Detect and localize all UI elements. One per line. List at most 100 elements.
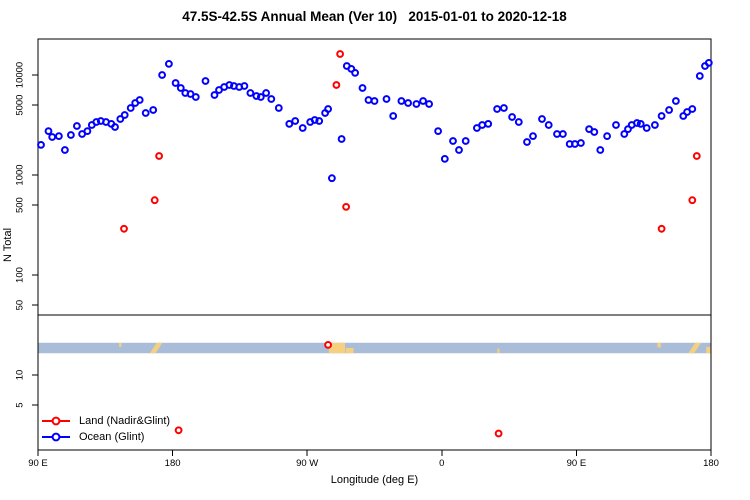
- ocean-data-point: [364, 96, 373, 104]
- ocean-data-point: [559, 130, 567, 138]
- ocean-data-point: [358, 84, 367, 92]
- ocean-data-point: [210, 91, 219, 99]
- ocean-data-point: [44, 127, 53, 136]
- ocean-data-point: [440, 155, 449, 163]
- land-data-point: [324, 341, 333, 349]
- ocean-data-point: [571, 140, 579, 148]
- ocean-data-point: [382, 95, 391, 103]
- y-tick-label: 5: [15, 402, 26, 407]
- ocean-data-point: [135, 96, 144, 104]
- ocean-data-point: [37, 141, 45, 149]
- y-tick-label: 1000: [15, 164, 26, 185]
- land-data-point: [336, 50, 345, 58]
- ocean-data-point: [688, 105, 697, 113]
- land-data-point: [150, 196, 159, 205]
- ocean-data-point: [351, 69, 360, 77]
- ocean-data-point: [83, 127, 92, 136]
- ocean-data-point: [419, 97, 428, 105]
- ocean-data-point: [370, 97, 379, 105]
- ocean-data-point: [246, 89, 255, 97]
- ocean-data-point: [493, 105, 502, 113]
- ocean-data-point: [176, 84, 185, 92]
- ocean-data-point: [633, 119, 641, 127]
- ocean-data-point: [404, 99, 413, 107]
- map-land-patch: [688, 342, 702, 354]
- ocean-data-point: [158, 71, 167, 79]
- ocean-data-point: [508, 113, 516, 121]
- land-data-point: [155, 152, 164, 160]
- ocean-data-point: [596, 146, 605, 154]
- ocean-data-point: [651, 121, 659, 129]
- ocean-data-point: [126, 104, 135, 112]
- ocean-data-point: [577, 139, 585, 147]
- land-data-point: [332, 81, 341, 89]
- ocean-data-point: [262, 89, 271, 97]
- map-land-patch: [328, 342, 346, 354]
- ocean-data-point: [171, 79, 180, 87]
- x-tick-label: 90 E: [567, 458, 587, 469]
- ocean-data-point: [425, 100, 434, 108]
- map-land-patch: [345, 348, 354, 354]
- map-land-patch: [706, 346, 711, 354]
- y-tick-label: 500: [15, 197, 26, 213]
- map-land-patch: [497, 348, 500, 354]
- ocean-data-point: [449, 137, 457, 145]
- ocean-data-point: [141, 109, 150, 117]
- ocean-data-point: [149, 106, 158, 114]
- ocean-data-point: [434, 127, 443, 136]
- ocean-data-point: [538, 115, 546, 123]
- ocean-data-point: [310, 116, 319, 124]
- land-data-point: [174, 426, 183, 435]
- ocean-data-point: [612, 121, 620, 129]
- ocean-data-point: [657, 112, 666, 120]
- land-data-point: [688, 196, 697, 205]
- ocean-data-point: [695, 72, 704, 80]
- ocean-data-point: [461, 137, 470, 145]
- ocean-data-point: [455, 146, 463, 154]
- ocean-data-point: [328, 174, 336, 183]
- ocean-data-point: [620, 130, 629, 138]
- ocean-data-point: [55, 132, 63, 141]
- ocean-data-point: [672, 97, 680, 105]
- ocean-marker-icon: [42, 432, 70, 442]
- x-axis-title: Longitude (deg E): [330, 474, 419, 486]
- y-tick-label: 50: [15, 300, 26, 311]
- legend-label-land: Land (Nadir&Glint): [79, 415, 171, 427]
- ocean-data-point: [337, 135, 346, 143]
- ocean-data-point: [73, 122, 81, 130]
- legend-item-land: Land (Nadir&Glint): [41, 413, 170, 429]
- legend: Land (Nadir&Glint) Ocean (Glint): [41, 413, 170, 445]
- x-tick-label: 180: [165, 458, 181, 469]
- ocean-data-point: [704, 59, 713, 67]
- ocean-data-point: [324, 105, 333, 113]
- ocean-data-point: [523, 138, 531, 146]
- ocean-data-point: [544, 121, 553, 129]
- land-data-point: [342, 203, 351, 211]
- legend-item-ocean: Ocean (Glint): [41, 429, 170, 445]
- map-land-patch: [657, 342, 661, 348]
- ocean-data-point: [529, 132, 537, 141]
- map-land-patch: [149, 342, 163, 354]
- x-tick-label: 0: [439, 458, 444, 469]
- ocean-data-point: [120, 111, 129, 119]
- ocean-data-point: [484, 120, 493, 128]
- ocean-data-point: [92, 118, 101, 126]
- map-land-patch: [119, 342, 122, 347]
- ocean-data-point: [201, 77, 210, 85]
- ocean-data-point: [500, 104, 508, 112]
- ocean-data-point: [636, 120, 645, 128]
- ocean-data-point: [252, 92, 261, 100]
- ocean-data-point: [240, 82, 249, 90]
- land-data-point: [692, 152, 701, 160]
- ocean-data-point: [165, 60, 173, 68]
- ocean-data-point: [48, 133, 57, 141]
- ocean-data-point: [603, 132, 611, 141]
- land-marker-icon: [42, 416, 70, 426]
- ocean-data-point: [67, 131, 75, 139]
- ocean-data-point: [679, 112, 688, 120]
- ocean-data-point: [225, 81, 234, 89]
- chart-title: 47.5S-42.5S Annual Mean (Ver 10) 2015-01…: [182, 9, 567, 24]
- x-tick-label: 180: [703, 458, 719, 469]
- land-data-point: [657, 224, 666, 233]
